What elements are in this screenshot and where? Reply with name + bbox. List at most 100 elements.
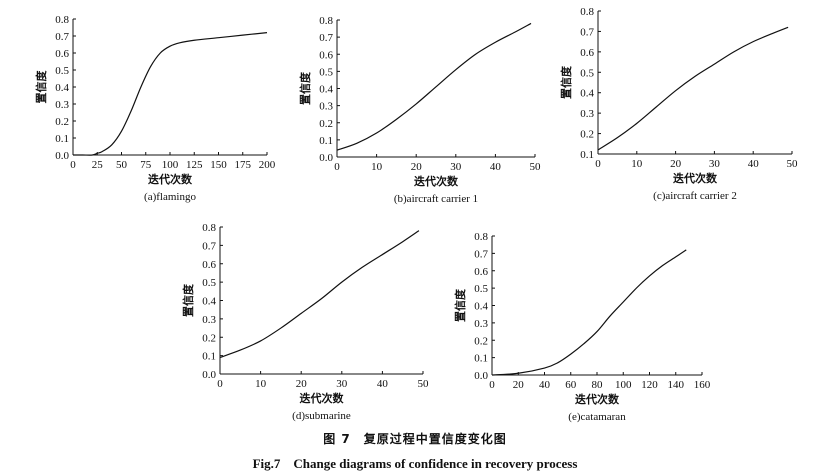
x-tick-label: 50 bbox=[787, 158, 799, 170]
figure-caption-en: Fig.7 Change diagrams of confidence in r… bbox=[252, 456, 578, 471]
y-axis-label: 置信度 bbox=[298, 71, 312, 105]
y-tick-label: 0.8 bbox=[202, 222, 216, 234]
y-tick-label: 0.2 bbox=[319, 118, 333, 130]
subplot-caption: (b)aircraft carrier 1 bbox=[394, 193, 478, 205]
chart-panel-5: 0.0 0.1 0.2 0.3 0.4 0.5 0.6 0.7 0.8 0 20 40 60 80 100 1… bbox=[453, 231, 711, 423]
y-tick-label: 0.5 bbox=[580, 67, 594, 79]
x-tick-label: 40 bbox=[490, 161, 502, 173]
y-tick-label: 0.7 bbox=[580, 26, 594, 38]
y-tick-label: 0.7 bbox=[474, 248, 488, 260]
y-tick-label: 0.1 bbox=[55, 133, 69, 145]
x-tick-label: 175 bbox=[235, 159, 252, 171]
y-axis-label: 置信度 bbox=[181, 283, 195, 317]
confidence-line bbox=[219, 230, 420, 359]
x-tick-label: 160 bbox=[694, 379, 711, 391]
y-tick-label: 0.6 bbox=[319, 49, 333, 61]
y-tick-label: 0.8 bbox=[319, 15, 333, 27]
y-tick-label: 0.7 bbox=[319, 32, 333, 44]
x-axis-label: 迭代次数 bbox=[414, 174, 459, 188]
x-tick-label: 0 bbox=[595, 158, 601, 170]
y-tick-label: 0.4 bbox=[319, 84, 333, 96]
y-axis-label: 置信度 bbox=[34, 70, 48, 104]
y-tick-label: 0.1 bbox=[202, 351, 216, 363]
chart-panel-3: 0.1 0.2 0.3 0.4 0.5 0.6 0.7 0.8 0 10 20 30 40 50 迭代次数 置… bbox=[559, 6, 798, 202]
x-tick-label: 80 bbox=[592, 379, 604, 391]
x-tick-label: 40 bbox=[539, 379, 551, 391]
y-tick-label: 0.1 bbox=[319, 135, 333, 147]
subplot-caption: (a)flamingo bbox=[144, 191, 196, 203]
y-tick-label: 0.0 bbox=[202, 369, 216, 381]
y-tick-label: 0.3 bbox=[474, 318, 488, 330]
x-axis-label: 迭代次数 bbox=[300, 391, 345, 405]
subplot-caption: (d)submarine bbox=[292, 410, 351, 422]
y-tick-label: 0.5 bbox=[474, 283, 488, 295]
y-tick-label: 0.3 bbox=[580, 108, 594, 120]
y-tick-label: 0.3 bbox=[319, 101, 333, 113]
x-tick-label: 10 bbox=[631, 158, 643, 170]
y-tick-label: 0.7 bbox=[55, 31, 69, 43]
y-tick-label: 0.6 bbox=[202, 259, 216, 271]
y-tick-label: 0.6 bbox=[55, 48, 69, 60]
y-tick-label: 0.7 bbox=[202, 240, 216, 252]
y-tick-label: 0.0 bbox=[474, 370, 488, 382]
y-tick-label: 0.3 bbox=[202, 314, 216, 326]
subplot-caption: (e)catamaran bbox=[568, 411, 626, 423]
x-tick-label: 75 bbox=[140, 159, 152, 171]
y-tick-label: 0.6 bbox=[474, 266, 488, 278]
y-tick-label: 0.1 bbox=[474, 353, 488, 365]
confidence-line bbox=[73, 32, 268, 156]
x-tick-label: 40 bbox=[748, 158, 760, 170]
x-tick-label: 10 bbox=[255, 378, 267, 390]
x-tick-label: 20 bbox=[513, 379, 525, 391]
x-axis-label: 迭代次数 bbox=[575, 392, 620, 406]
chart-panel-2: 0.0 0.1 0.2 0.3 0.4 0.5 0.6 0.7 0.8 0 10 20 30 40 50 迭代… bbox=[298, 15, 541, 205]
x-tick-label: 10 bbox=[371, 161, 383, 173]
x-tick-label: 150 bbox=[210, 159, 227, 171]
y-tick-label: 0.2 bbox=[580, 129, 594, 141]
y-tick-label: 0.2 bbox=[202, 332, 216, 344]
y-tick-label: 0.4 bbox=[202, 296, 216, 308]
y-tick-label: 0.4 bbox=[580, 88, 594, 100]
x-tick-label: 100 bbox=[615, 379, 632, 391]
y-axis-label: 置信度 bbox=[559, 65, 573, 99]
x-tick-label: 0 bbox=[489, 379, 495, 391]
x-tick-label: 20 bbox=[296, 378, 308, 390]
y-tick-label: 0.2 bbox=[55, 116, 69, 128]
confidence-line bbox=[491, 249, 687, 376]
x-tick-label: 30 bbox=[336, 378, 348, 390]
confidence-line bbox=[336, 22, 532, 151]
y-tick-label: 0.5 bbox=[319, 66, 333, 78]
y-axis-label: 置信度 bbox=[453, 288, 467, 322]
figure-charts: 0.00.10.20.30.40.50.60.70.80 25 50 75 100 125… bbox=[34, 6, 798, 423]
x-tick-label: 140 bbox=[668, 379, 685, 391]
x-tick-label: 50 bbox=[530, 161, 542, 173]
y-tick-label: 0.2 bbox=[474, 335, 488, 347]
y-tick-label: 0.1 bbox=[580, 149, 594, 161]
x-tick-label: 30 bbox=[450, 161, 462, 173]
subplot-caption: (c)aircraft carrier 2 bbox=[653, 190, 737, 202]
x-tick-label: 50 bbox=[418, 378, 430, 390]
y-tick-label: 0.6 bbox=[580, 47, 594, 59]
x-tick-label: 20 bbox=[411, 161, 423, 173]
x-tick-label: 125 bbox=[186, 159, 203, 171]
x-tick-label: 20 bbox=[670, 158, 682, 170]
y-tick-label: 0.0 bbox=[319, 152, 333, 164]
y-tick-label: 0.8 bbox=[474, 231, 488, 243]
figure-caption-cn: 图 7 复原过程中置信度变化图 bbox=[323, 432, 507, 446]
y-tick-label: 0.4 bbox=[474, 301, 488, 313]
x-tick-label: 200 bbox=[259, 159, 276, 171]
x-tick-label: 0 bbox=[70, 159, 76, 171]
y-tick-label: 0.3 bbox=[55, 99, 69, 111]
x-tick-label: 40 bbox=[377, 378, 389, 390]
x-tick-label: 60 bbox=[565, 379, 577, 391]
y-tick-label: 0.0 bbox=[55, 150, 69, 162]
x-axis-label: 迭代次数 bbox=[673, 171, 718, 185]
x-tick-label: 30 bbox=[709, 158, 721, 170]
x-axis-label: 迭代次数 bbox=[148, 172, 193, 186]
x-tick-label: 100 bbox=[162, 159, 179, 171]
x-tick-label: 25 bbox=[92, 159, 104, 171]
x-tick-label: 50 bbox=[116, 159, 128, 171]
y-tick-label: 0.8 bbox=[580, 6, 594, 18]
x-tick-label: 0 bbox=[217, 378, 223, 390]
confidence-line bbox=[597, 26, 789, 151]
